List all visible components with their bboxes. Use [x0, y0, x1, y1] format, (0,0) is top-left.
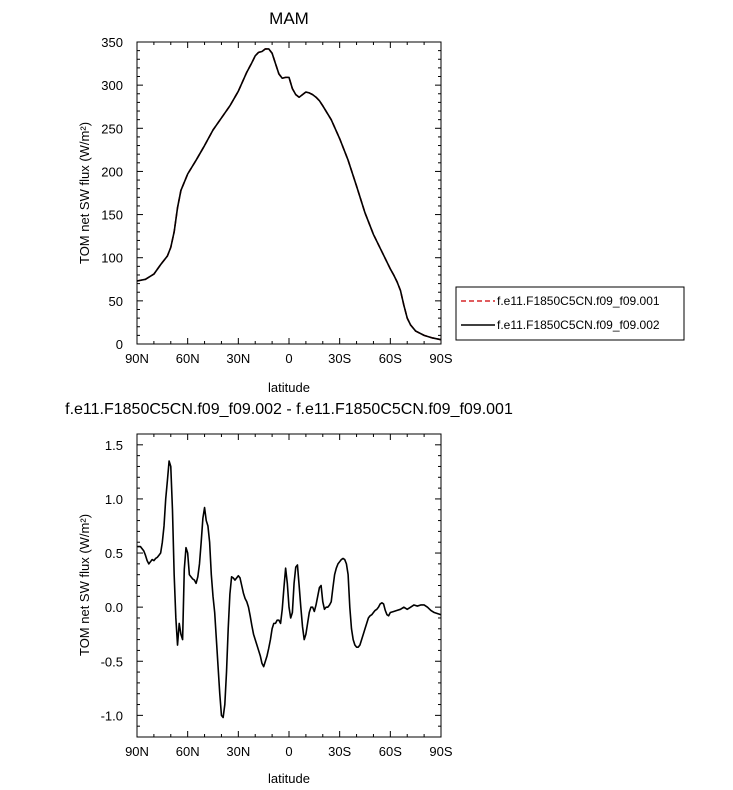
diff-chart-series: [137, 460, 442, 719]
flux-chart-y-tick-label: 200: [101, 164, 123, 179]
flux-chart-title: MAM: [269, 9, 309, 28]
flux-chart-y-tick-label: 100: [101, 251, 123, 266]
diff-chart-x-tick-label: 60N: [176, 744, 200, 759]
diff-chart-x-tick-label: 0: [285, 744, 292, 759]
diff-chart-y-tick-label: -1.0: [101, 708, 123, 723]
flux-chart-x-tick-label: 90N: [125, 351, 149, 366]
diff-chart-frame: [136, 433, 442, 738]
flux-chart-series-line-1: [136, 48, 442, 341]
diff-chart-x-tick-label: 90N: [125, 744, 149, 759]
diff-chart-x-label: latitude: [268, 771, 310, 786]
diff-chart-x-tick-label: 60S: [379, 744, 402, 759]
flux-chart-x-label: latitude: [268, 380, 310, 395]
diff-chart-x-tick-label: 30N: [226, 744, 250, 759]
diff-chart-panel: f.e11.F1850C5CN.f09_f09.002 - f.e11.F185…: [65, 401, 513, 786]
flux-chart-x-tick-label: 0: [285, 351, 292, 366]
flux-chart-y-tick-label: 350: [101, 35, 123, 50]
diff-chart-y-tick-label: 0.0: [105, 600, 123, 615]
diff-chart-y-tick-label: 1.0: [105, 492, 123, 507]
flux-chart-y-tick-label: 150: [101, 208, 123, 223]
diff-chart-x-tick-label: 90S: [429, 744, 452, 759]
legend-box: [455, 286, 685, 341]
flux-chart-series: [136, 48, 442, 341]
flux-chart-x-tick-label: 60N: [176, 351, 200, 366]
flux-chart-panel: MAM 90N 60N 30N 0 30S 60S 90S 0 50 100 150 200 250 30…: [77, 9, 453, 395]
flux-chart-y-label: TOM net SW flux (W/m²): [77, 122, 92, 264]
diff-chart-y-tick-label: 1.5: [105, 438, 123, 453]
diff-chart-y-label: TOM net SW flux (W/m²): [77, 514, 92, 656]
flux-chart-ticks: 90N 60N 30N 0 30S 60S 90S 0 50 100 150 200 250 300 350: [101, 35, 453, 366]
flux-chart-y-tick-label: 300: [101, 78, 123, 93]
flux-chart-x-tick-label: 90S: [429, 351, 452, 366]
diff-chart-y-tick-label: 0.5: [105, 546, 123, 561]
diff-chart-x-tick-label: 30S: [328, 744, 351, 759]
flux-chart-series-line-2: [136, 48, 442, 341]
flux-chart-x-tick-label: 30S: [328, 351, 351, 366]
legend-label-series-002: f.e11.F1850C5CN.f09_f09.002: [497, 318, 660, 332]
flux-chart-x-tick-label: 60S: [379, 351, 402, 366]
flux-chart-x-tick-label: 30N: [226, 351, 250, 366]
diff-chart-title: f.e11.F1850C5CN.f09_f09.002 - f.e11.F185…: [65, 401, 513, 418]
flux-chart-legend: f.e11.F1850C5CN.f09_f09.001 f.e11.F1850C…: [455, 286, 685, 341]
flux-chart-y-tick-label: 250: [101, 121, 123, 136]
diff-chart-y-tick-label: -0.5: [101, 654, 123, 669]
flux-chart-y-tick-label: 0: [116, 337, 123, 352]
flux-chart-frame: [136, 41, 442, 345]
flux-chart-y-tick-label: 50: [109, 294, 123, 309]
legend-label-series-001: f.e11.F1850C5CN.f09_f09.001: [497, 294, 660, 308]
diff-chart-ticks: 90N 60N 30N 0 30S 60S 90S -1.0 -0.5 0.0 0.5 1.0 1.5: [101, 433, 453, 759]
diff-chart-series-line-1: [137, 460, 442, 719]
